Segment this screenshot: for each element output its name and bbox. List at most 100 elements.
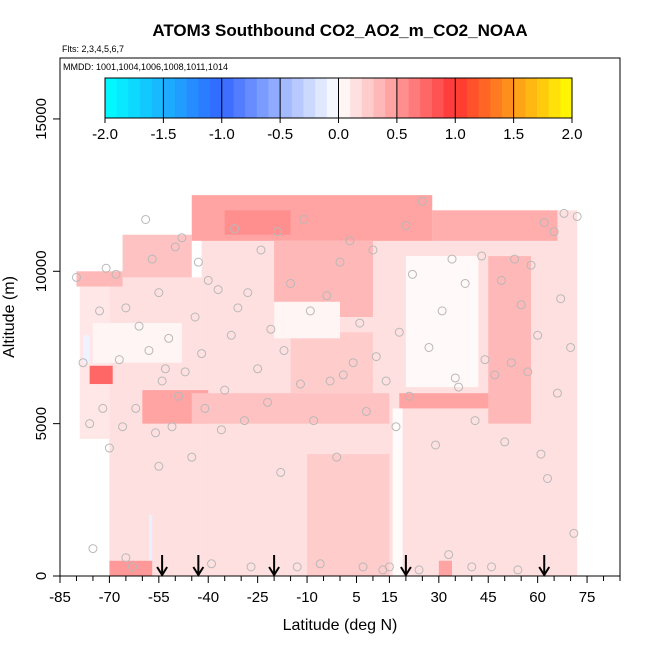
colorbar-tick-label: 1.5	[503, 126, 524, 143]
heatmap-cell	[83, 335, 90, 363]
data-point	[431, 440, 441, 450]
colorbar-swatch	[303, 78, 316, 118]
data-point	[71, 272, 81, 282]
data-point	[98, 403, 108, 413]
data-point	[569, 528, 579, 538]
data-point	[391, 422, 401, 432]
y-axis-label: Altitude (m)	[1, 276, 18, 358]
data-point	[487, 562, 497, 572]
colorbar-swatch	[373, 78, 386, 118]
data-point	[144, 346, 154, 356]
x-tick-label: 45	[480, 589, 497, 606]
data-point	[322, 291, 332, 301]
data-point	[516, 300, 526, 310]
latitude-arrow	[268, 555, 280, 577]
data-point	[85, 419, 95, 429]
x-axis-label: Latitude (deg N)	[283, 617, 398, 634]
data-point	[371, 352, 381, 362]
data-point	[167, 422, 177, 432]
colorbar: -2.0 -1.5 -1.0 -0.5 0.0 0.5 1.0 1.5 2.0	[92, 77, 582, 143]
data-point	[381, 376, 391, 386]
heatmap-cell	[148, 515, 153, 576]
data-point	[543, 473, 553, 483]
data-point	[424, 342, 434, 352]
colorbar-tick-label: 0.5	[386, 126, 407, 143]
colorbar-tick-label: 0.0	[328, 126, 349, 143]
data-point	[332, 452, 342, 462]
data-point	[414, 565, 424, 575]
colorbar-swatch	[175, 78, 188, 118]
data-point	[417, 196, 427, 206]
data-point	[292, 562, 302, 572]
data-point	[539, 218, 549, 228]
data-point	[216, 425, 226, 435]
data-point	[187, 452, 197, 462]
data-point	[207, 559, 217, 569]
data-point	[552, 388, 562, 398]
heatmap-cell	[109, 277, 202, 576]
x-tick-label: 75	[579, 589, 596, 606]
data-point	[276, 467, 286, 477]
colorbar-swatch	[105, 78, 118, 118]
heatmap-cell	[109, 560, 153, 576]
data-point	[127, 562, 137, 572]
data-point	[226, 330, 236, 340]
heatmap-area	[76, 195, 578, 576]
data-point	[190, 312, 200, 322]
heatmap-cell	[290, 332, 373, 394]
flights-label: Flts: 2,3,4,5,6,7	[62, 44, 124, 54]
data-point	[88, 544, 98, 554]
colorbar-swatch	[431, 78, 445, 118]
data-point	[111, 269, 121, 279]
colorbar-swatch	[466, 78, 480, 118]
data-point	[513, 565, 523, 575]
heatmap-cell	[92, 323, 182, 363]
data-point	[447, 254, 457, 264]
colorbar-swatch	[548, 78, 561, 118]
data-point	[118, 422, 128, 432]
heatmap-cell	[76, 271, 123, 287]
data-point	[141, 214, 151, 224]
heatmap-cell	[405, 256, 479, 388]
data-point	[309, 416, 319, 426]
colorbar-swatch	[128, 78, 141, 118]
data-point	[500, 437, 510, 447]
colorbar-swatch	[338, 78, 351, 118]
data-point	[147, 254, 157, 264]
heatmap-cell	[392, 408, 403, 576]
data-point	[407, 269, 417, 279]
data-point	[572, 211, 582, 221]
colorbar-swatch	[560, 78, 573, 118]
colorbar-swatch	[221, 78, 235, 118]
x-tick-label: 60	[529, 589, 546, 606]
data-point	[470, 416, 480, 426]
colorbar-swatch	[525, 78, 538, 118]
heatmap-cell	[224, 210, 291, 235]
data-point	[556, 294, 566, 304]
data-point	[131, 403, 141, 413]
heatmap-cell	[432, 210, 558, 241]
data-point	[213, 285, 223, 295]
x-tick-label: 30	[430, 589, 447, 606]
data-point	[246, 562, 256, 572]
colorbar-swatch	[536, 78, 550, 118]
colorbar-swatch	[151, 78, 164, 118]
colorbar-tick-label: -2.0	[92, 126, 118, 143]
data-point	[279, 346, 289, 356]
data-point	[536, 449, 546, 459]
data-point	[549, 227, 559, 237]
colorbar-tick-label: -0.5	[267, 126, 293, 143]
data-point	[477, 251, 487, 261]
data-point	[104, 443, 114, 453]
data-point	[444, 550, 454, 560]
colorbar-swatch	[256, 78, 270, 118]
data-point	[404, 391, 414, 401]
data-point	[401, 221, 411, 231]
colorbar-swatch	[315, 78, 328, 118]
colorbar-tick-label: 1.0	[445, 126, 466, 143]
colorbar-swatch	[396, 78, 410, 118]
data-point	[134, 321, 144, 331]
data-point	[559, 208, 569, 218]
data-point	[454, 382, 464, 392]
data-point	[95, 306, 105, 316]
